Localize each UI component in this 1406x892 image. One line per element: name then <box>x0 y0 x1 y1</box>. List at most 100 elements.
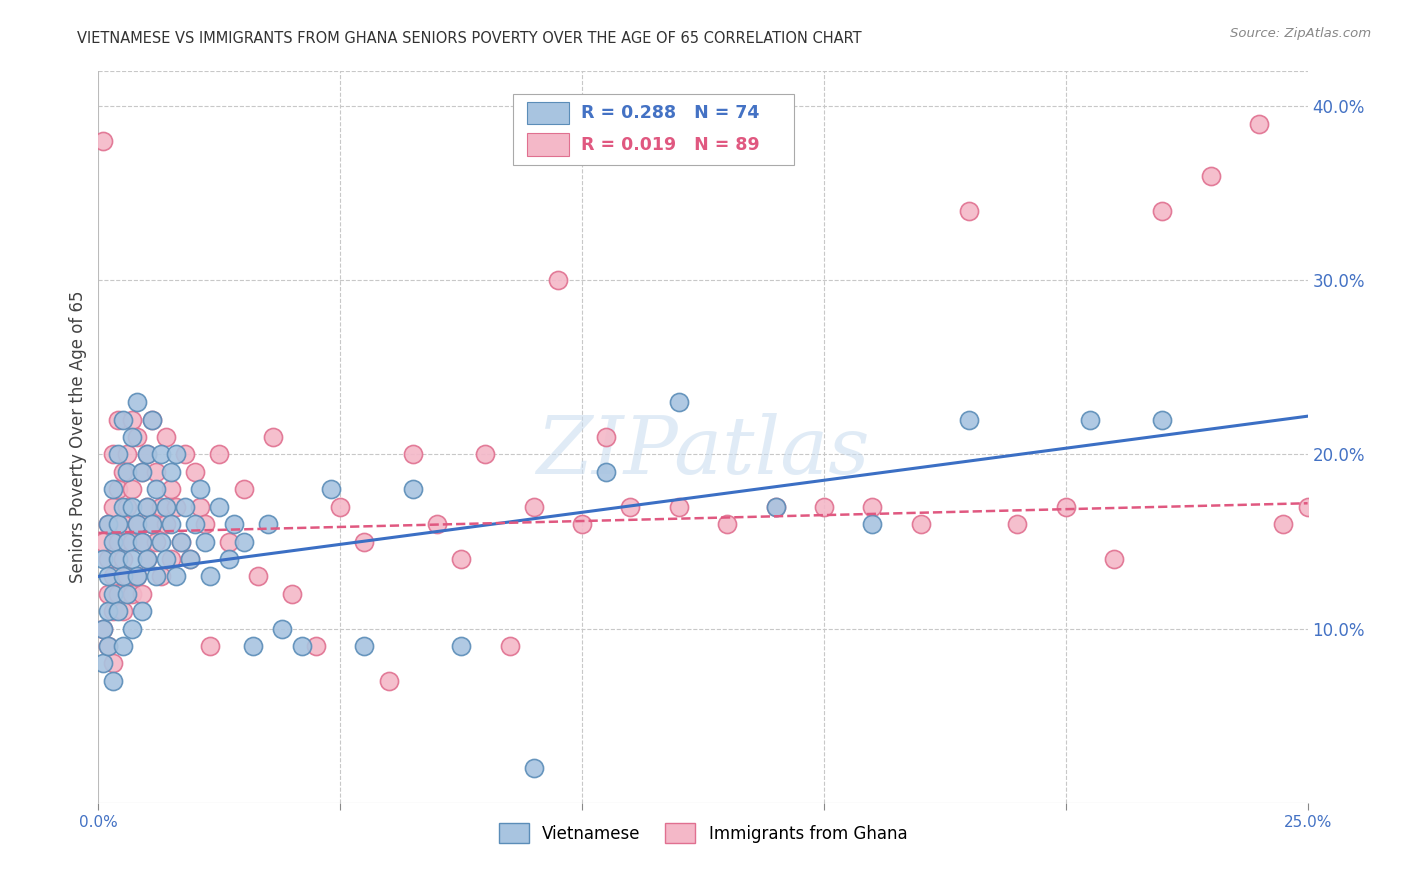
Point <box>131 587 153 601</box>
Point <box>141 517 163 532</box>
Point <box>377 673 399 688</box>
Point <box>127 569 149 583</box>
Point <box>97 604 120 618</box>
Point <box>402 448 425 462</box>
Point <box>97 517 120 532</box>
Point <box>135 500 157 514</box>
Point <box>145 569 167 583</box>
Point <box>107 534 129 549</box>
Point <box>256 517 278 532</box>
Text: Source: ZipAtlas.com: Source: ZipAtlas.com <box>1230 27 1371 40</box>
Point <box>107 448 129 462</box>
Point <box>218 534 240 549</box>
Point <box>523 761 546 775</box>
Point <box>329 500 352 514</box>
Point <box>135 552 157 566</box>
Point <box>194 534 217 549</box>
Point <box>155 430 177 444</box>
Point <box>127 517 149 532</box>
Point <box>91 552 114 566</box>
Point <box>107 412 129 426</box>
Point <box>101 587 124 601</box>
Point <box>145 483 167 497</box>
Point <box>111 517 134 532</box>
Point <box>107 587 129 601</box>
Point <box>179 552 201 566</box>
Point <box>101 673 124 688</box>
Point <box>131 534 153 549</box>
Point <box>174 500 197 514</box>
Point <box>860 517 883 532</box>
Point <box>135 500 157 514</box>
Legend: Vietnamese, Immigrants from Ghana: Vietnamese, Immigrants from Ghana <box>492 817 914 849</box>
Point <box>668 395 690 409</box>
Point <box>121 483 143 497</box>
Point <box>218 552 240 566</box>
Point <box>131 465 153 479</box>
Point <box>571 517 593 532</box>
Point <box>1296 500 1319 514</box>
Point <box>121 552 143 566</box>
Point <box>155 500 177 514</box>
Point <box>101 569 124 583</box>
Point <box>97 569 120 583</box>
Point <box>290 639 312 653</box>
Point <box>127 569 149 583</box>
Point <box>595 465 617 479</box>
Point <box>1054 500 1077 514</box>
Point <box>111 465 134 479</box>
Point <box>117 465 139 479</box>
Point <box>169 534 191 549</box>
Point <box>131 604 153 618</box>
Point <box>174 448 197 462</box>
Point <box>135 448 157 462</box>
Point <box>101 657 124 671</box>
Point <box>107 517 129 532</box>
Point <box>91 534 114 549</box>
Point <box>111 639 134 653</box>
Point <box>117 500 139 514</box>
Point <box>474 448 496 462</box>
Point <box>121 622 143 636</box>
Point <box>547 273 569 287</box>
Point <box>127 395 149 409</box>
Point <box>131 465 153 479</box>
Point <box>165 448 187 462</box>
Point <box>160 552 183 566</box>
Text: VIETNAMESE VS IMMIGRANTS FROM GHANA SENIORS POVERTY OVER THE AGE OF 65 CORRELATI: VIETNAMESE VS IMMIGRANTS FROM GHANA SENI… <box>77 31 862 46</box>
Point <box>97 517 120 532</box>
Point <box>498 639 520 653</box>
Point <box>813 500 835 514</box>
Point <box>101 604 124 618</box>
Point <box>165 500 187 514</box>
Point <box>111 552 134 566</box>
Point <box>91 622 114 636</box>
Point <box>141 412 163 426</box>
Point <box>97 639 120 653</box>
Point <box>353 534 375 549</box>
Point <box>860 500 883 514</box>
Text: R = 0.019   N = 89: R = 0.019 N = 89 <box>581 136 759 153</box>
Point <box>194 517 217 532</box>
Point <box>910 517 932 532</box>
Point <box>208 500 231 514</box>
Point <box>957 412 980 426</box>
Point <box>111 604 134 618</box>
Point <box>141 412 163 426</box>
Point <box>135 448 157 462</box>
Point <box>716 517 738 532</box>
Point <box>101 500 124 514</box>
Point <box>402 483 425 497</box>
Point <box>117 534 139 549</box>
Point <box>160 465 183 479</box>
Point <box>765 500 787 514</box>
Point <box>1152 412 1174 426</box>
Point <box>523 500 546 514</box>
Point <box>145 534 167 549</box>
Point <box>155 552 177 566</box>
Point <box>247 569 270 583</box>
Point <box>150 500 173 514</box>
Point <box>1272 517 1295 532</box>
Point <box>121 500 143 514</box>
Point <box>117 569 139 583</box>
